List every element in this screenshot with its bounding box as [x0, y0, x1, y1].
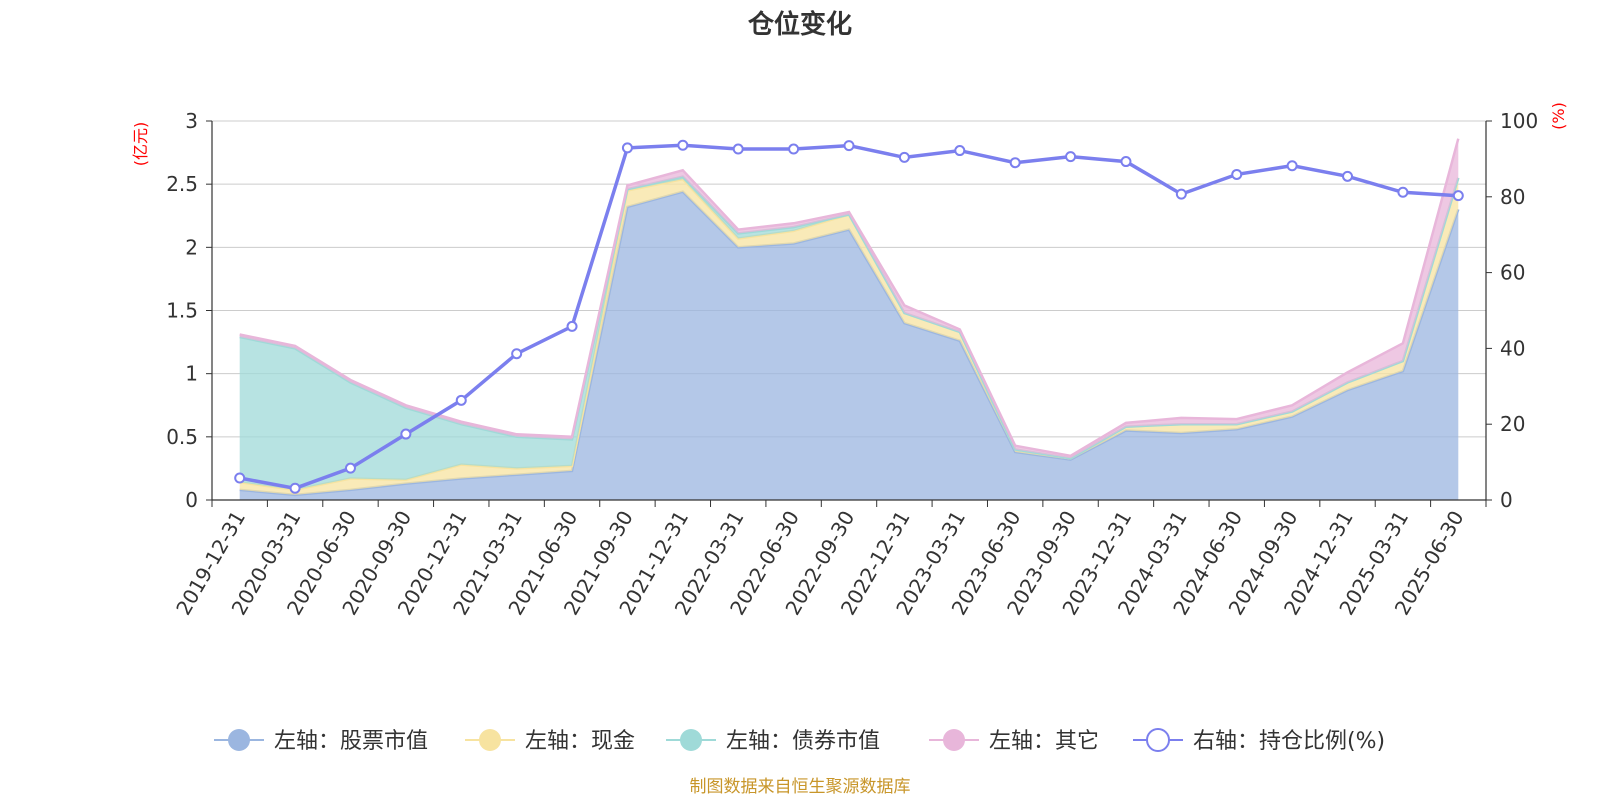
ratio-point	[1286, 160, 1298, 172]
ratio-line	[234, 139, 1464, 494]
ratio-point	[898, 151, 910, 163]
legend-label: 左轴：债券市值	[726, 729, 880, 754]
left-tick-label: 1.5	[166, 299, 198, 323]
ratio-point	[344, 462, 356, 474]
ratio-point	[1009, 157, 1021, 169]
legend-item-1[interactable]: 左轴：股票市值	[214, 729, 428, 754]
right-tick-label: 60	[1500, 261, 1525, 285]
left-tick-label: 2.5	[166, 172, 198, 196]
area-series-4-edge	[239, 138, 1460, 458]
legend-item-3[interactable]: 左轴：债券市值	[666, 729, 880, 754]
area-series-1	[239, 191, 1459, 500]
ratio-point	[400, 428, 412, 440]
right-tick-label: 20	[1500, 412, 1525, 436]
right-tick-label: 80	[1500, 185, 1525, 209]
ratio-point	[1397, 186, 1409, 198]
ratio-point	[289, 482, 301, 494]
ratio-point	[566, 320, 578, 332]
left-tick-label: 3	[185, 109, 198, 133]
left-axis-unit: (亿元)	[131, 122, 150, 167]
ratio-point	[954, 145, 966, 157]
legend-label: 右轴：持仓比例(%)	[1193, 729, 1385, 754]
ratio-point	[843, 140, 855, 152]
legend-marker	[479, 729, 501, 751]
legend-label: 左轴：股票市值	[274, 729, 428, 754]
ratio-point	[1065, 151, 1077, 163]
left-tick-label: 2	[185, 235, 198, 259]
legend[interactable]: 左轴：股票市值 左轴：现金 左轴：债券市值 左轴：其它 右轴：持仓比例(%)	[214, 728, 1385, 754]
ratio-point	[732, 143, 744, 155]
left-tick-label: 1	[185, 362, 198, 386]
left-tick-label: 0	[185, 488, 198, 512]
chart-title: 仓位变化	[747, 9, 852, 40]
area-series-3	[239, 176, 1459, 490]
ratio-point	[455, 394, 467, 406]
ratio-point	[1342, 170, 1354, 182]
right-tick-label: 0	[1500, 488, 1513, 512]
ratio-point	[1175, 188, 1187, 200]
ratio-point	[511, 348, 523, 360]
right-tick-label: 100	[1500, 109, 1538, 133]
legend-item-5[interactable]: 右轴：持仓比例(%)	[1133, 728, 1385, 754]
legend-label: 左轴：其它	[989, 729, 1099, 754]
ratio-point	[677, 139, 689, 151]
stacked-areas	[239, 138, 1460, 500]
legend-marker	[943, 729, 965, 751]
ratio-point	[1120, 156, 1132, 168]
left-tick-label: 0.5	[166, 425, 198, 449]
source-note: 制图数据来自恒生聚源数据库	[690, 777, 911, 797]
ratio-point	[1452, 190, 1464, 202]
legend-marker	[228, 729, 250, 751]
legend-marker	[680, 729, 702, 751]
right-tick-label: 40	[1500, 336, 1525, 360]
ratio-point	[1231, 168, 1243, 180]
legend-item-2[interactable]: 左轴：现金	[465, 729, 635, 754]
ratio-point	[788, 143, 800, 155]
right-axis-unit: (%)	[1549, 102, 1568, 130]
legend-item-4[interactable]: 左轴：其它	[929, 729, 1099, 754]
legend-marker	[1146, 728, 1170, 752]
ratio-point	[621, 142, 633, 154]
ratio-point	[234, 472, 246, 484]
legend-label: 左轴：现金	[525, 729, 635, 754]
